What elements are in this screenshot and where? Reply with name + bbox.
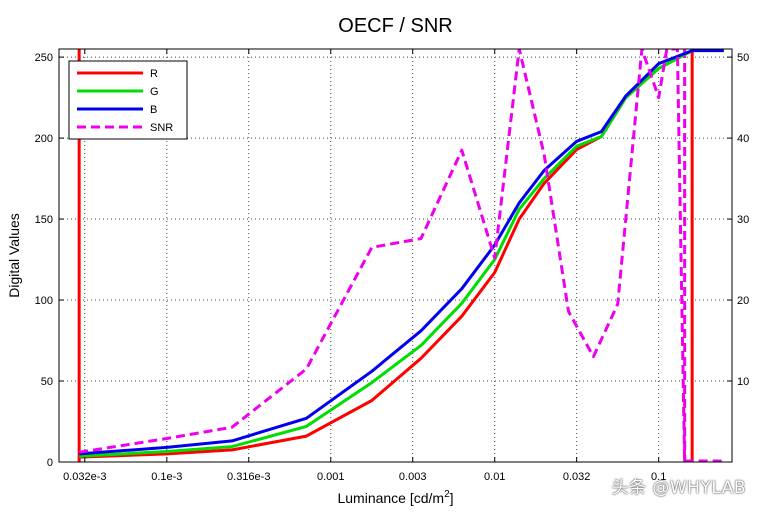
y2-tick-label: 20 [737,295,749,307]
series-line-b [79,49,724,456]
y2-tick-label: 50 [737,52,749,64]
x-tick-label: 0.01 [484,471,505,483]
watermark-text: 头条 @WHYLAB [611,478,746,498]
legend-label-snr: SNR [150,122,173,134]
plot-frame [58,48,733,463]
x-tick-label: 0.316e-3 [227,471,270,483]
series-line-g [79,49,693,458]
y-tick-label: 200 [35,133,53,145]
legend: RGB SNR [68,60,188,140]
y-tick-label: 250 [35,52,53,64]
x-axis-label: Luminance [cd/m2] [337,489,453,506]
y-tick-label: 0 [47,457,53,469]
chart-title: OECF / SNR [338,15,452,37]
y2-tick-label: 10 [737,376,749,388]
y-tick-label: 50 [41,376,53,388]
x-tick-label: 0.001 [317,471,345,483]
y-tick-label: 150 [35,214,53,226]
x-tick-label: 0.1e-3 [151,471,182,483]
x-tick-label: 0.032e-3 [63,471,106,483]
y-axis-label: Digital Values [6,213,22,298]
x-tick-label: 0.1 [651,471,666,483]
series-line-snr [78,49,687,462]
x-tick-label: 0.032 [563,471,591,483]
y2-tick-label: 40 [737,133,749,145]
legend-label-g: G [150,86,159,98]
y-tick-label: 100 [35,295,53,307]
y2-tick-label: 30 [737,214,749,226]
x-tick-label: 0.003 [399,471,427,483]
legend-label-r: R [150,68,158,80]
legend-label-b: B [150,104,157,116]
